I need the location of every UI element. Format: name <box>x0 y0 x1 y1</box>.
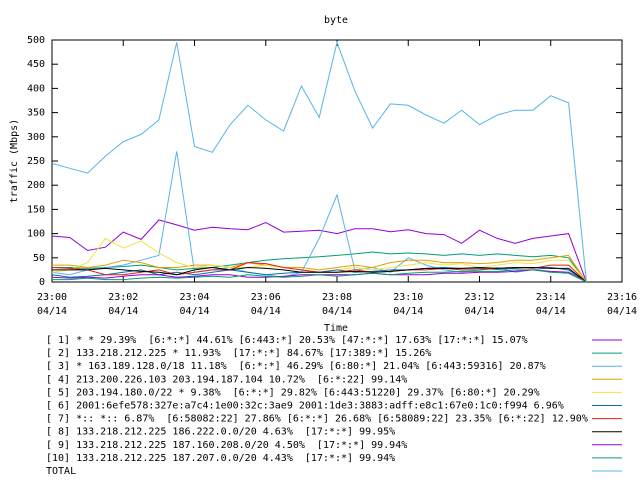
legend-label: [10] 133.218.212.225 187.207.0.0/20 4.43… <box>46 453 395 464</box>
series-line <box>52 254 587 283</box>
x-tick-label: 23:16 <box>607 292 637 303</box>
series-line <box>52 266 587 283</box>
x-tick-label: 04/14 <box>536 306 566 317</box>
y-tick-label: 400 <box>27 83 45 94</box>
legend-label: [ 3] * 163.189.128.0/18 11.18% [6:*:*] 4… <box>46 361 546 372</box>
legend-label: [ 2] 133.218.212.225 * 11.93% [17:*:*] 8… <box>46 348 431 359</box>
legend-label: [ 1] * * 29.39% [6:*:*] 44.61% [6:443:*]… <box>46 335 528 346</box>
y-tick-label: 250 <box>27 156 45 167</box>
y-tick-label: 150 <box>27 204 45 215</box>
x-tick-label: 23:14 <box>536 292 566 303</box>
y-tick-label: 100 <box>27 229 45 240</box>
legend-label: [ 7] *:: *:: 6.87% [6:58082:22] 27.86% [… <box>46 414 588 425</box>
y-tick-label: 300 <box>27 132 45 143</box>
x-tick-label: 23:08 <box>322 292 352 303</box>
x-tick-label: 23:04 <box>179 292 209 303</box>
x-tick-label: 23:06 <box>251 292 281 303</box>
x-tick-label: 04/14 <box>179 306 209 317</box>
series-line <box>52 269 587 283</box>
legend-label: [ 6] 2001:6efe578:327e:a7c4:1e00:32c:3ae… <box>46 401 564 412</box>
y-tick-label: 500 <box>27 35 45 46</box>
series-line <box>51 219 587 283</box>
y-axis-label: traffic (Mbps) <box>9 119 20 203</box>
y-tick-label: 50 <box>33 253 45 264</box>
legend-label: TOTAL <box>46 466 76 477</box>
x-tick-label: 04/14 <box>37 306 67 317</box>
series-line <box>51 151 587 283</box>
legend-label: [ 5] 203.194.180.0/22 * 9.38% [6:*:*] 29… <box>46 387 540 398</box>
x-tick-label: 04/14 <box>464 306 494 317</box>
x-tick-label: 04/14 <box>108 306 138 317</box>
legend-label: [ 8] 133.218.212.225 186.222.0.0/20 4.63… <box>46 427 395 438</box>
legend-label: [ 9] 133.218.212.225 187.160.208.0/20 4.… <box>46 440 407 451</box>
x-tick-label: 04/14 <box>251 306 281 317</box>
y-tick-label: 0 <box>39 277 45 288</box>
x-tick-label: 23:12 <box>464 292 494 303</box>
x-tick-label: 04/14 <box>393 306 423 317</box>
x-tick-label: 23:10 <box>393 292 423 303</box>
x-tick-label: 04/14 <box>322 306 352 317</box>
legend-label: [ 4] 213.200.226.103 203.194.187.104 10.… <box>46 374 407 385</box>
x-tick-label: 23:02 <box>108 292 138 303</box>
x-tick-label: 23:00 <box>37 292 67 303</box>
x-tick-label: 04/14 <box>607 306 637 317</box>
series-line <box>51 40 587 283</box>
y-tick-label: 450 <box>27 59 45 70</box>
x-axis-label: Time <box>324 323 348 334</box>
series-line <box>52 251 587 283</box>
chart-title: byte <box>324 15 348 26</box>
y-tick-label: 200 <box>27 180 45 191</box>
y-tick-label: 350 <box>27 108 45 119</box>
